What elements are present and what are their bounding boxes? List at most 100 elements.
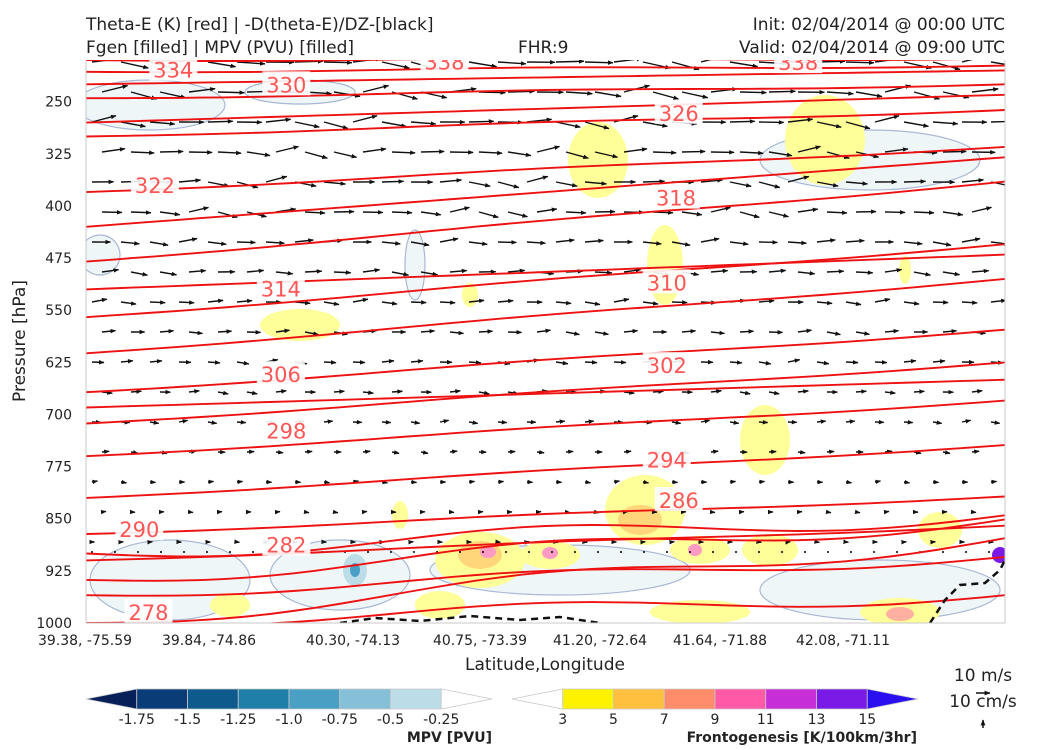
x-tick-label: 41.20, -72.64 xyxy=(553,633,647,649)
wind-arrow xyxy=(700,178,724,183)
fgen-colorbar-swatch xyxy=(613,688,665,710)
wind-dot xyxy=(137,551,139,553)
wind-arrow xyxy=(787,358,801,363)
contour-label: 330 xyxy=(266,73,306,97)
wind-arrow xyxy=(555,300,572,306)
valid-time: Valid: 02/04/2014 @ 09:00 UTC xyxy=(739,38,1005,58)
fgen-colorbar-swatch xyxy=(511,688,564,710)
wind-arrow xyxy=(642,301,659,306)
wind-arrow xyxy=(797,145,822,153)
wind-arrow xyxy=(845,181,869,186)
wind-arrow xyxy=(130,389,142,394)
wind-arrow xyxy=(826,331,841,336)
wind-arrow xyxy=(642,241,662,246)
wind-arrow xyxy=(275,389,287,394)
wind-arrow xyxy=(768,211,789,218)
y-tick-label: 400 xyxy=(45,199,72,215)
contour-label-bg xyxy=(642,446,691,471)
y-tick-label: 325 xyxy=(45,147,72,163)
wind-arrow xyxy=(990,241,1005,246)
fill-region xyxy=(392,501,408,529)
wind-arrow xyxy=(825,509,832,515)
wind-arrow xyxy=(304,331,319,336)
wind-arrow xyxy=(913,91,941,100)
mpv-colorbar-swatch xyxy=(390,688,442,710)
wind-arrow xyxy=(874,479,882,485)
wind-dot xyxy=(965,551,967,553)
theta-e-contour-line xyxy=(86,495,1005,535)
init-time: Init: 02/04/2014 @ 00:00 UTC xyxy=(752,15,1005,35)
wind-arrow xyxy=(845,479,853,485)
wind-arrow xyxy=(468,479,476,485)
contour-label-bg xyxy=(256,275,305,300)
wind-arrow xyxy=(961,237,981,243)
wind-key-vertical: 10 cm/s xyxy=(949,692,1017,712)
theta-e-contour-line xyxy=(86,83,1005,100)
wind-arrow xyxy=(826,151,850,159)
contour-label-bg xyxy=(651,184,700,209)
wind-arrow xyxy=(352,479,360,485)
wind-arrow xyxy=(236,298,253,304)
wind-dot xyxy=(827,551,829,553)
wind-arrow xyxy=(584,60,614,65)
theta-e-contour-line xyxy=(86,109,1005,138)
wind-arrow xyxy=(681,91,709,99)
wind-arrow xyxy=(729,119,756,124)
wind-arrow xyxy=(584,181,608,186)
wind-arrow xyxy=(758,420,769,425)
wind-arrow xyxy=(207,61,237,69)
wind-arrow xyxy=(178,237,198,243)
black-dashed-contour-right xyxy=(928,559,1005,623)
wind-arrow xyxy=(739,211,760,219)
contour-label-bg xyxy=(642,269,691,294)
wind-arrow xyxy=(497,181,520,189)
wind-arrow xyxy=(555,60,585,64)
mpv-colorbar-tick: -1.5 xyxy=(174,712,201,728)
wind-arrow xyxy=(932,241,952,247)
wind-arrow xyxy=(652,389,664,394)
forecast-hour: FHR:9 xyxy=(518,38,569,58)
wind-arrow xyxy=(294,121,320,129)
wind-arrow xyxy=(101,147,126,153)
wind-arrow xyxy=(913,389,925,394)
wind-dot xyxy=(873,551,875,553)
x-axis-label: Latitude,Longitude xyxy=(465,655,625,675)
wind-arrow xyxy=(845,238,865,244)
wind-arrow xyxy=(845,60,875,65)
wind-arrow xyxy=(845,419,856,424)
wind-arrow xyxy=(149,300,166,305)
fgen-colorbar-label: Frontogenesis [K/100km/3hr] xyxy=(687,730,917,746)
wind-arrow xyxy=(323,181,347,186)
fill-region xyxy=(899,256,911,284)
wind-arrow xyxy=(246,268,265,274)
fgen-colorbar-tick: 9 xyxy=(711,712,720,728)
wind-arrow xyxy=(120,241,140,246)
wind-arrow xyxy=(352,360,366,365)
wind-arrow xyxy=(207,479,215,485)
wind-arrow xyxy=(855,331,870,336)
wind-arrow xyxy=(391,271,410,277)
wind-arrow xyxy=(478,329,494,334)
wind-arrow xyxy=(584,479,592,485)
wind-arrow xyxy=(120,479,128,485)
mpv-colorbar-tick: -1.25 xyxy=(220,712,256,728)
mpv-colorbar-swatch xyxy=(440,688,493,710)
wind-arrow xyxy=(188,268,207,274)
wind-arrow xyxy=(362,268,381,273)
wind-arrow xyxy=(207,119,234,124)
wind-dot xyxy=(758,551,760,553)
title-line-2: Fgen [filled] | MPV (PVU) [filled] xyxy=(86,38,355,58)
wind-arrow xyxy=(468,119,495,124)
wind-dot xyxy=(988,551,990,553)
wind-arrow xyxy=(990,120,1005,123)
wind-arrow xyxy=(555,419,566,424)
wind-dot xyxy=(528,551,530,553)
wind-arrow xyxy=(275,145,300,153)
contour-label-bg xyxy=(774,60,823,74)
mpv-colorbar-tick: -0.25 xyxy=(423,712,459,728)
wind-arrow xyxy=(729,360,743,365)
contour-label: 286 xyxy=(659,489,699,513)
wind-arrow xyxy=(410,241,430,247)
wind-arrow xyxy=(352,297,369,303)
